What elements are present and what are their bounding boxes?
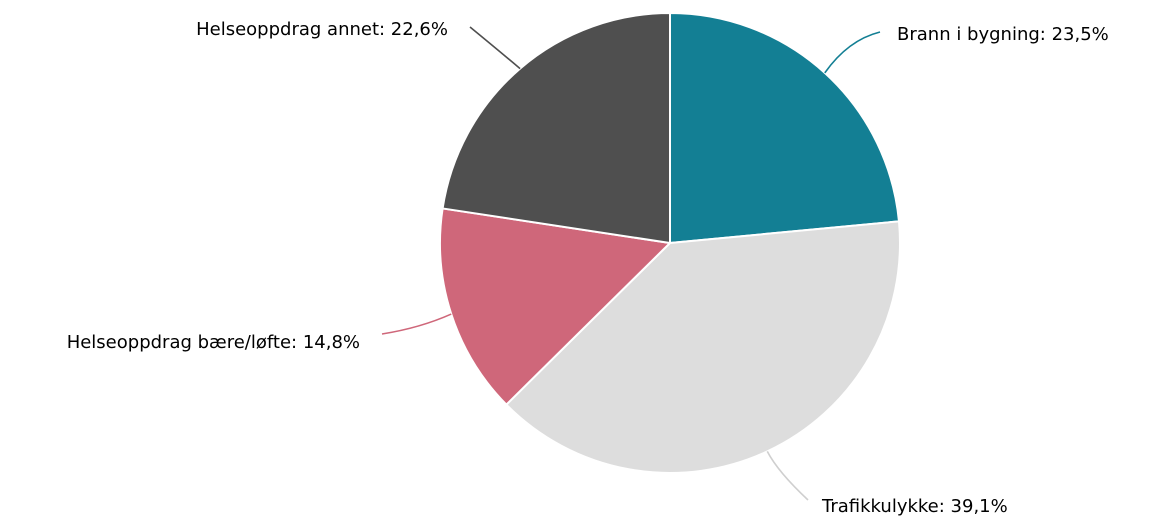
connector-helseoppdrag-annet — [469, 26, 521, 70]
slices-layer — [439, 12, 901, 474]
data-label-trafikkulykke: Trafikkulykke: 39,1% — [821, 496, 1008, 517]
labels-layer: Brann i bygning: 23,5% Trafikkulykke: 39,… — [67, 19, 1109, 517]
data-label-helseoppdrag-annet: Helseoppdrag annet: 22,6% — [196, 19, 448, 40]
pie-slice-helseoppdrag-annet — [441, 12, 671, 244]
connectors-layer — [381, 26, 881, 501]
connector-helseoppdrag-baere-lofte — [381, 313, 452, 335]
pie-slice-brann-i-bygning — [669, 12, 900, 244]
connector-trafikkulykke — [766, 451, 809, 501]
connector-brann-i-bygning — [824, 31, 881, 74]
pie-slice-helseoppdrag-baere-lofte — [439, 207, 671, 406]
pie-slice-trafikkulykke — [505, 220, 901, 474]
data-label-helseoppdrag-baere-lofte: Helseoppdrag bære/løfte: 14,8% — [67, 332, 360, 353]
data-label-brann-i-bygning: Brann i bygning: 23,5% — [897, 24, 1109, 45]
